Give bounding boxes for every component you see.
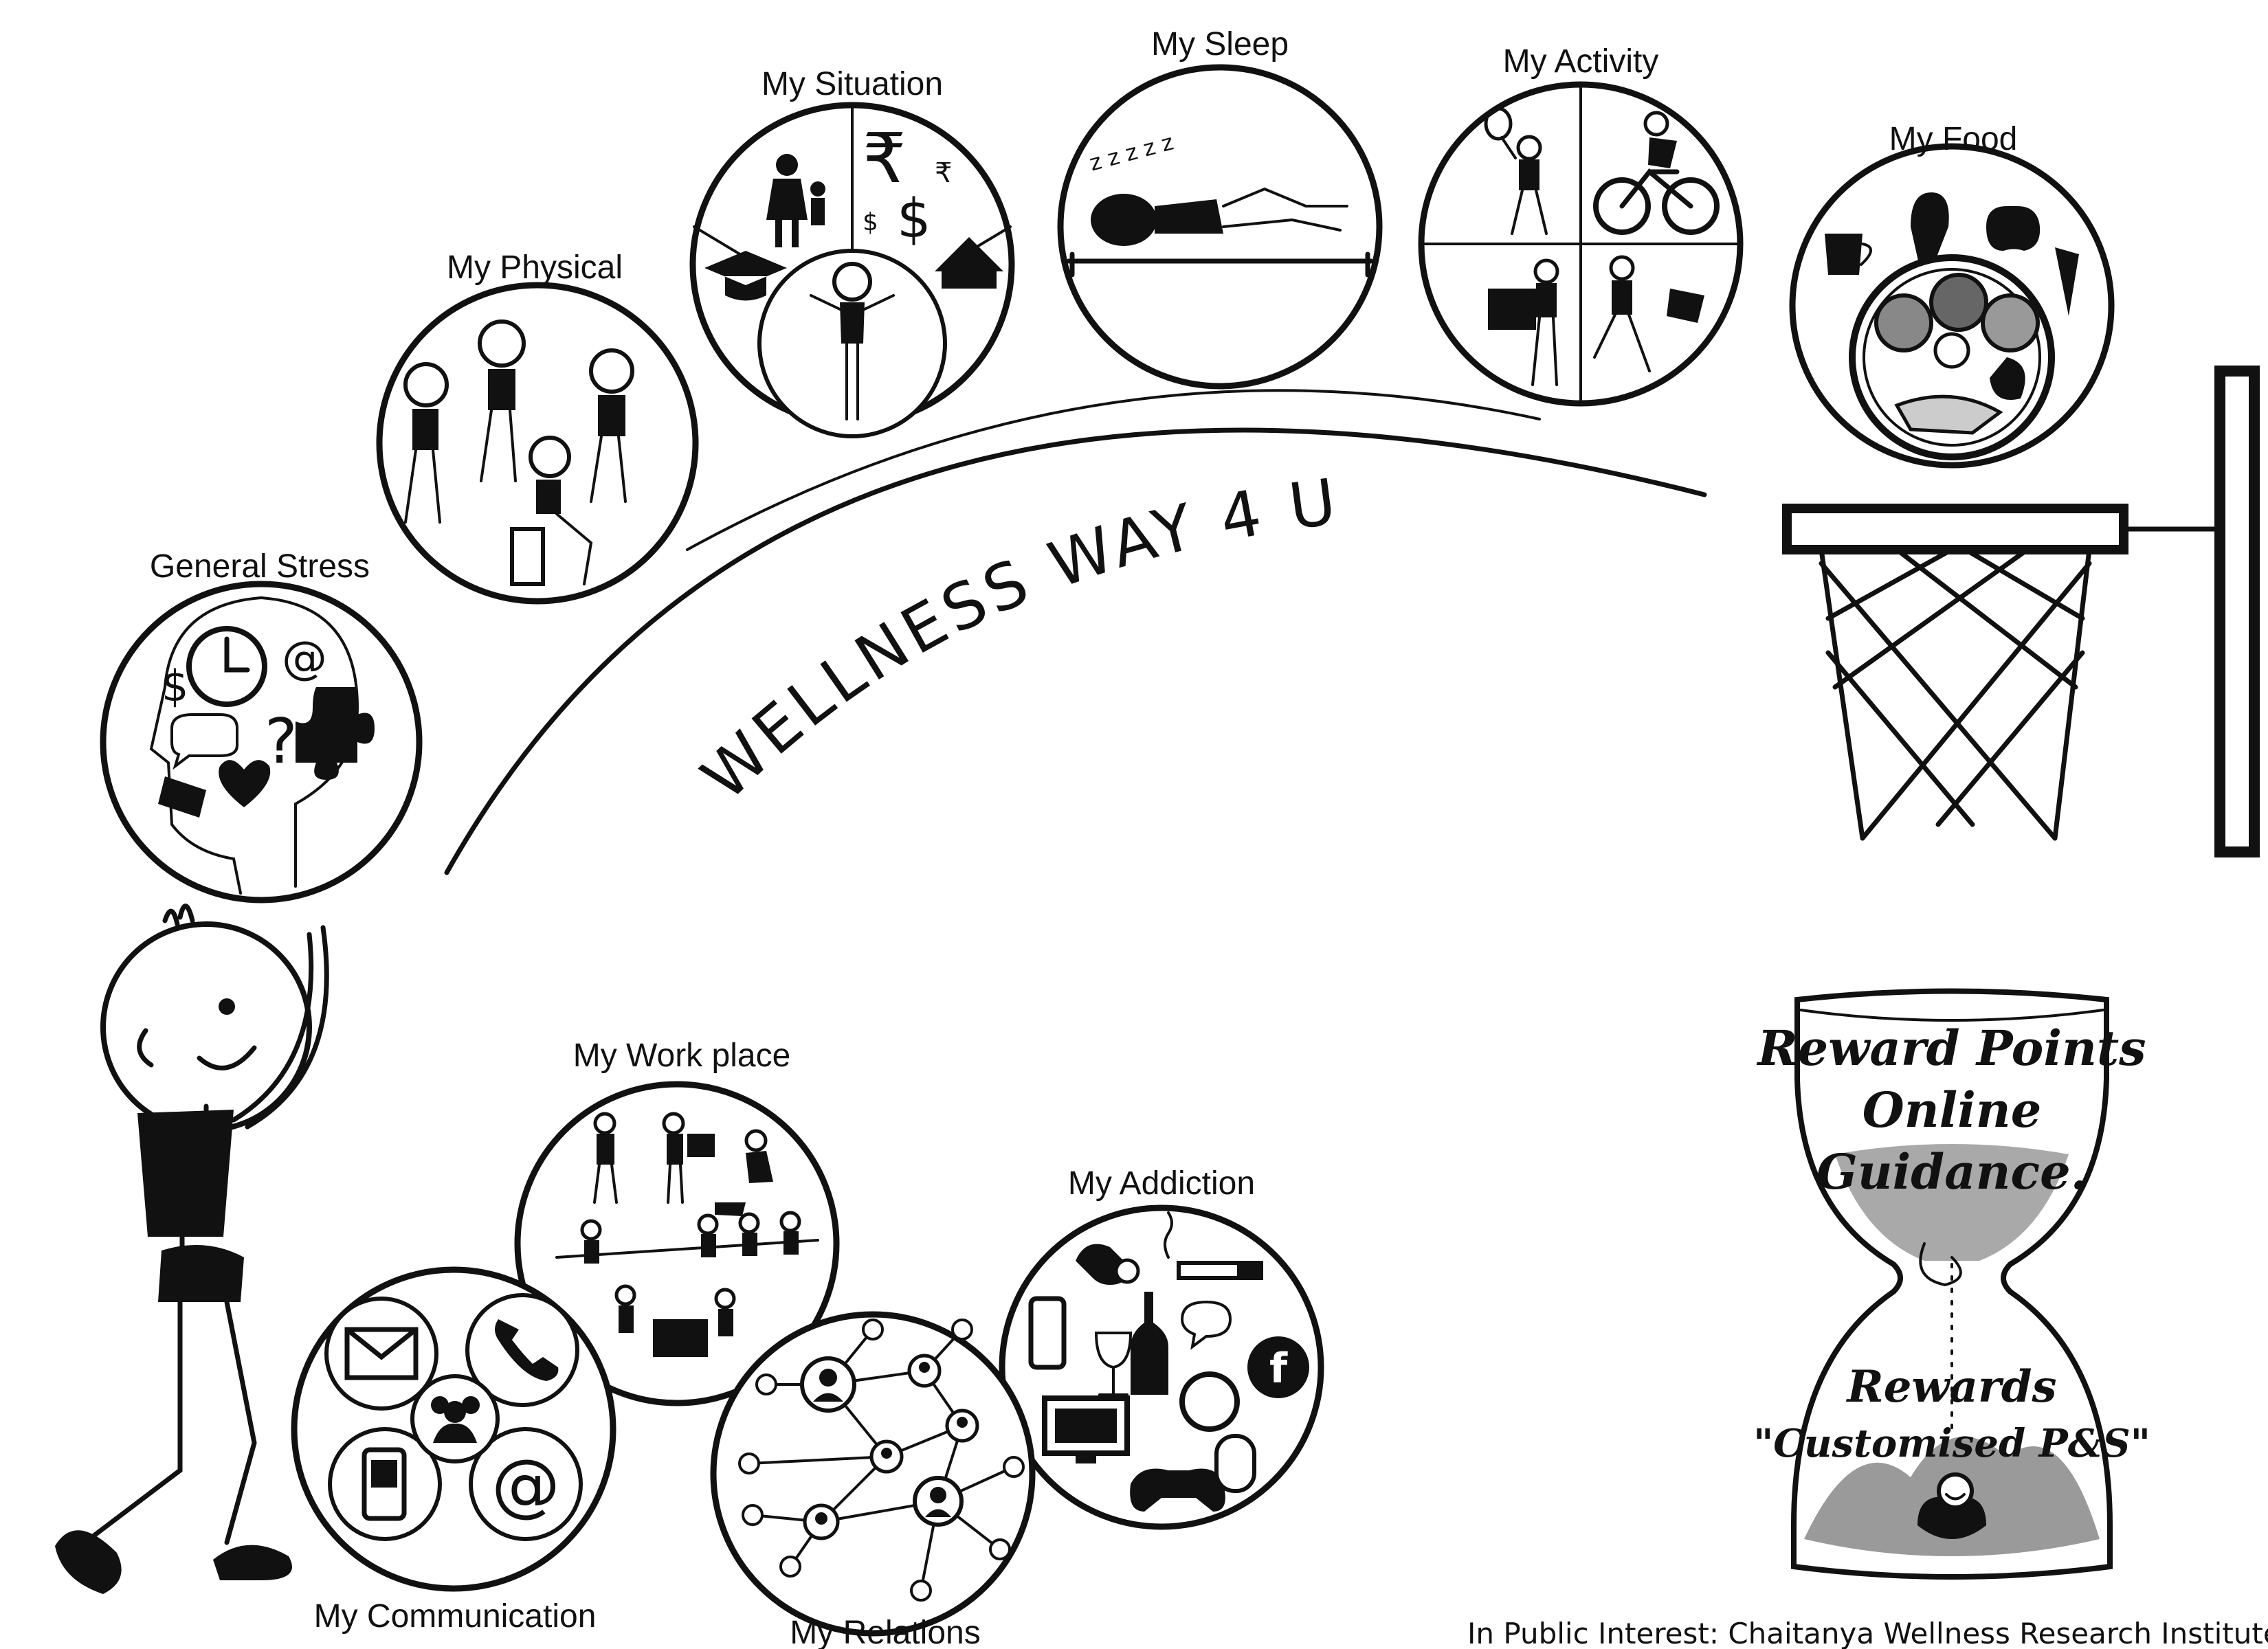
figure-shirt: [137, 1110, 234, 1237]
facebook-icon: [1247, 1336, 1309, 1398]
figure-shorts: [158, 1245, 244, 1302]
thrower-figure: [55, 904, 329, 1594]
question-icon: ?: [265, 706, 298, 778]
label-sleep: My Sleep: [1151, 26, 1289, 63]
label-physical: My Physical: [447, 249, 623, 286]
lifting-icon: [1488, 258, 1559, 386]
circle-activity: [1418, 81, 1744, 407]
arc-inner: [686, 389, 1541, 551]
banner-title: WELLNESS WAY 4 U: [688, 464, 1344, 814]
rupee-icon: ₹: [863, 118, 907, 199]
email-at-icon: @: [491, 1444, 560, 1525]
phone-icon: [1028, 1296, 1067, 1370]
reward-hourglass: Reward Points Online Guidance. Rewards "…: [1753, 988, 2150, 1580]
hoop-rim: [1782, 504, 2128, 554]
label-addiction: My Addiction: [1068, 1165, 1255, 1202]
basketball-hoop: [1782, 366, 2260, 857]
house-icon: [935, 237, 1003, 289]
rupee-small-icon: ₹: [935, 157, 952, 189]
figure-shoe-right: [213, 1545, 292, 1580]
worried-person-icon: [810, 262, 895, 420]
workers-icon: [593, 1112, 773, 1216]
sick-figures-icon: [403, 319, 634, 586]
office-desk-icon: [614, 1284, 736, 1357]
gamepad-icon: [1130, 1468, 1225, 1512]
figure-head: [100, 921, 312, 1133]
bottle-icon: [1131, 1292, 1168, 1395]
svg-text:f: f: [1269, 1345, 1288, 1393]
whatsapp-icon: [1179, 1371, 1240, 1432]
arc-outer: [444, 427, 1707, 875]
hourglass-line-2: Online: [1863, 1081, 2041, 1138]
circle-work-place: [514, 1081, 840, 1406]
dollar-small-icon: $: [863, 208, 878, 236]
hourglass-top-sand: [1835, 1144, 2069, 1261]
smiley-leaf-icon: [1917, 1472, 1986, 1539]
family-icon: [766, 154, 825, 247]
badminton-icon: [1484, 106, 1548, 235]
circle-communication: @: [291, 1266, 616, 1592]
tug-of-war-icon: [555, 1211, 819, 1264]
pill-icon: [1076, 1244, 1128, 1285]
circle-addiction: f: [999, 1204, 1324, 1530]
label-communication: My Communication: [314, 1598, 597, 1635]
hourglass-line-4: Rewards: [1846, 1361, 2057, 1413]
telephone-icon: [495, 1319, 559, 1381]
apple-icon: [1986, 206, 2041, 251]
label-food: My Food: [1889, 121, 2018, 157]
hourglass-line-3: Guidance.: [1816, 1143, 2087, 1200]
chat-icon: [170, 713, 238, 770]
at-icon: @: [282, 631, 327, 684]
hourglass-line-1: Reward Points: [1756, 1020, 2146, 1077]
circle-sleep: z z z z z: [1057, 64, 1383, 390]
envelope-icon: [344, 1327, 419, 1380]
label-general-stress: General Stress: [150, 548, 370, 585]
group-icon: [431, 1396, 480, 1443]
circle-general-stress: $ @ ?: [100, 581, 423, 904]
mouse-icon: [1214, 1434, 1256, 1493]
label-work-place: My Work place: [573, 1037, 791, 1074]
puzzle-icon: [296, 687, 375, 780]
hoop-net: [1819, 547, 2092, 841]
chat-bubble-icon: [1180, 1300, 1232, 1350]
label-situation: My Situation: [761, 66, 943, 102]
label-activity: My Activity: [1503, 43, 1659, 80]
bed-icon: [1066, 251, 1374, 278]
graduation-cap-icon: [704, 251, 787, 301]
circle-relations: [710, 1311, 1036, 1637]
hourglass-line-5: "Customised P&S": [1753, 1421, 2150, 1466]
dollar-icon: $: [897, 188, 931, 250]
carrot-icon: [2055, 247, 2079, 316]
circle-food: [1789, 143, 2115, 469]
label-relations: My Relations: [790, 1615, 980, 1649]
bicycle-icon: [1593, 111, 1720, 235]
circle-situation: ₹ $ $ ₹: [689, 102, 1015, 438]
hoop-backboard: [2214, 366, 2260, 857]
dollar-icon: $: [162, 661, 188, 711]
running-icon: [1593, 255, 1704, 372]
heart-icon: [219, 760, 271, 807]
wine-glass-icon: [1094, 1332, 1133, 1396]
sleeping-person-icon: [1091, 187, 1348, 246]
footer-credit: In Public Interest: Chaitanya Wellness R…: [1467, 1617, 2268, 1649]
mug-icon: [1825, 234, 1863, 275]
barcode-icon: [158, 776, 206, 818]
figure-shoe-left: [55, 1530, 122, 1594]
circle-physical: [376, 282, 699, 605]
